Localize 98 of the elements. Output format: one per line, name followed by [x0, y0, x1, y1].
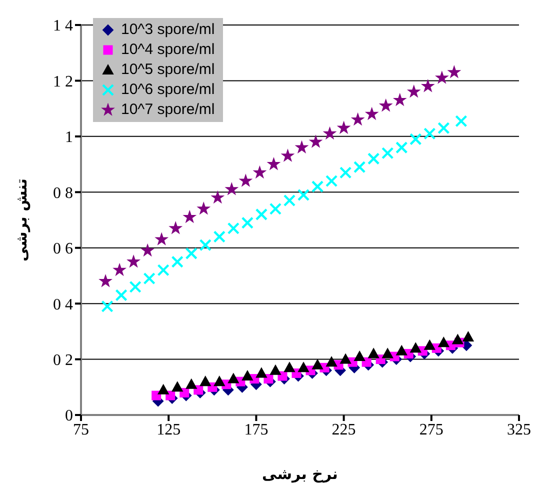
point	[367, 152, 380, 165]
point	[227, 222, 240, 234]
point	[115, 289, 128, 302]
point	[324, 127, 336, 139]
point	[326, 356, 338, 367]
point	[283, 194, 296, 207]
point	[128, 256, 140, 267]
point	[352, 113, 364, 125]
point	[101, 300, 114, 312]
point	[199, 238, 212, 252]
point	[452, 334, 464, 344]
point	[298, 362, 310, 372]
point	[354, 351, 366, 361]
point	[382, 147, 394, 160]
point	[184, 210, 196, 222]
y-axis-title: تنش برشی	[12, 178, 30, 262]
point	[270, 364, 281, 375]
point	[213, 230, 226, 243]
point	[142, 244, 154, 256]
y-tick-label: 0 4	[53, 296, 73, 314]
point	[410, 342, 422, 353]
point	[255, 208, 268, 221]
point	[410, 133, 422, 146]
point	[394, 94, 406, 106]
point	[422, 80, 434, 92]
y-tick-label: 0 6	[53, 240, 73, 258]
y-tick-label: 1	[65, 129, 73, 146]
point	[362, 357, 372, 367]
point	[353, 160, 366, 174]
point	[396, 345, 408, 356]
point	[143, 272, 156, 285]
x-tick-label: 225	[332, 421, 356, 438]
point	[241, 216, 254, 229]
y-tick-label: 1 4	[53, 18, 73, 35]
x-tick-label: 125	[156, 421, 181, 438]
point	[380, 100, 392, 111]
point	[312, 359, 324, 370]
point	[310, 136, 322, 148]
x-tick-label: 325	[507, 421, 531, 438]
point	[340, 354, 352, 364]
point	[114, 264, 126, 276]
point	[296, 141, 308, 153]
x-tick-label: 75	[73, 421, 89, 438]
point	[455, 115, 468, 128]
point	[100, 275, 112, 286]
legend-label: 10^4 spore/ml	[121, 40, 215, 60]
point	[198, 202, 210, 214]
point	[448, 66, 460, 78]
point	[185, 247, 198, 260]
point	[254, 166, 266, 178]
point	[156, 233, 168, 245]
point	[382, 348, 394, 358]
point	[157, 264, 170, 276]
point	[311, 180, 324, 193]
x-tick-label: 275	[419, 421, 444, 438]
point	[408, 86, 420, 98]
point	[284, 362, 295, 372]
point	[172, 382, 183, 392]
point	[228, 373, 239, 384]
point	[338, 122, 350, 134]
point	[186, 378, 197, 389]
legend-label: 10^7 spore/ml	[121, 100, 215, 120]
point	[438, 122, 450, 134]
point	[129, 280, 142, 293]
point	[282, 150, 294, 162]
point	[214, 376, 225, 386]
point	[424, 128, 436, 140]
point	[436, 72, 448, 84]
point	[424, 340, 436, 350]
point	[212, 191, 224, 203]
point	[462, 332, 474, 342]
point	[242, 370, 253, 380]
point	[396, 141, 408, 154]
point	[170, 222, 182, 234]
point	[325, 174, 338, 188]
x-tick-label: 175	[244, 421, 268, 438]
point	[368, 348, 380, 358]
point	[438, 337, 450, 348]
point	[171, 256, 184, 268]
y-tick-label: 1 2	[53, 73, 73, 90]
point	[366, 108, 378, 120]
point	[297, 188, 310, 202]
y-tick-label: 0 8	[53, 184, 73, 202]
x-axis-title: نرخ برشی	[262, 465, 338, 483]
point	[240, 174, 252, 186]
y-tick-label: 0	[65, 408, 73, 425]
point	[158, 384, 169, 394]
legend-label: 10^3 spore/ml	[121, 20, 215, 40]
point	[256, 368, 267, 378]
point	[152, 390, 162, 400]
legend-label: 10^5 spore/ml	[121, 60, 215, 80]
point	[226, 183, 238, 195]
point	[269, 202, 282, 215]
y-tick-label: 0 2	[53, 352, 73, 369]
legend-label: 10^6 spore/ml	[121, 80, 215, 100]
point	[200, 376, 211, 386]
point	[339, 166, 352, 179]
point	[268, 158, 280, 170]
